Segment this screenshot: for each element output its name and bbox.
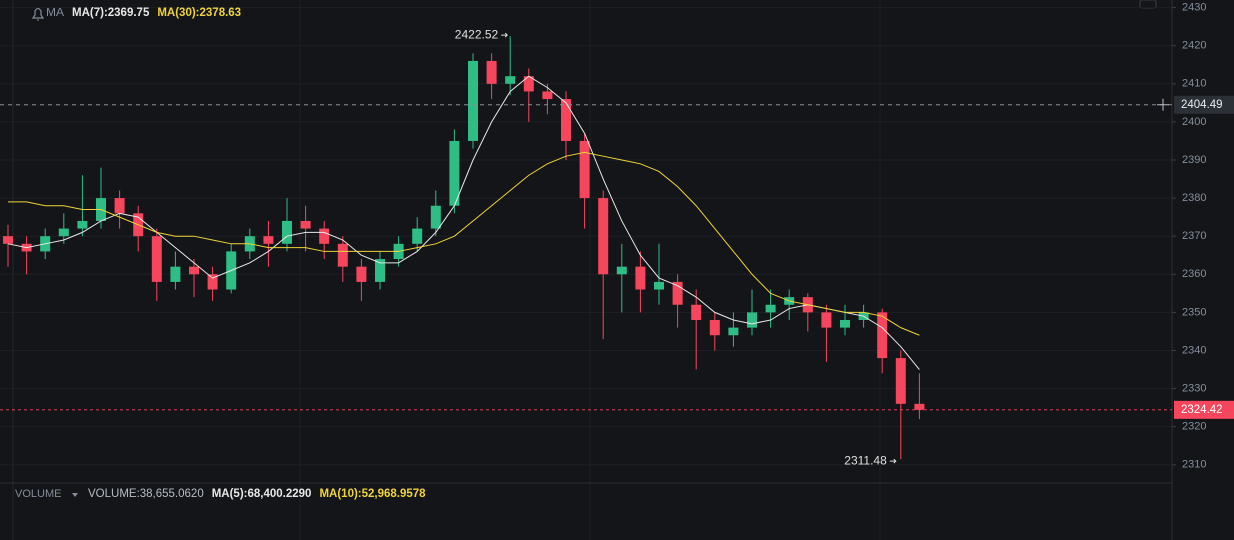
candle-body (709, 320, 720, 336)
arrow (889, 458, 897, 464)
legend-entry: MA(7):2369.75 (72, 7, 150, 19)
candle-body (747, 312, 757, 328)
candle-body (505, 76, 516, 84)
last-price-bg (1174, 400, 1234, 419)
last-price-label: 2324.42 (1181, 404, 1223, 416)
crosshair-plus (1157, 98, 1169, 111)
volume-legend: MA(10):52,968.9578 (319, 488, 426, 500)
y-tick-label: 2430 (1182, 2, 1206, 14)
ma-line (7, 75, 920, 370)
candle-body (598, 198, 609, 275)
y-tick-label: 2390 (1182, 154, 1206, 166)
y-tick-label: 2360 (1182, 268, 1206, 280)
candle-body (728, 327, 739, 336)
y-tick-label: 2370 (1182, 230, 1206, 242)
candle-body (375, 259, 385, 282)
candle-body (449, 140, 460, 206)
low-label: 2311.48 (844, 453, 887, 467)
candle-body (114, 198, 125, 214)
dropdown-icon[interactable] (72, 493, 78, 497)
candle-body (412, 228, 423, 244)
candle-body (542, 91, 553, 100)
y-tick-label: 2340 (1182, 344, 1206, 356)
candle-body (486, 60, 497, 84)
volume-legend: MA(5):68,400.2290 (212, 488, 312, 500)
candle-body (263, 236, 274, 244)
candle-body (691, 304, 702, 320)
candle-body (430, 205, 441, 229)
candle-body (58, 228, 69, 237)
candle-body (765, 304, 776, 313)
indicator-label: MA (46, 5, 64, 19)
candle-body (840, 320, 850, 328)
candle-body (579, 140, 590, 199)
y-tick-label: 2410 (1182, 78, 1206, 90)
candle-body (654, 281, 664, 290)
candle-body (635, 266, 646, 290)
candle-body (337, 243, 348, 267)
candle-body (3, 236, 13, 244)
candle-body (189, 266, 199, 275)
volume-legend: VOLUME:38,655.0620 (88, 488, 204, 500)
grid (12, 0, 881, 540)
candle-body (468, 60, 478, 141)
candle-body (561, 99, 571, 141)
arrow (501, 32, 508, 38)
crosshair-label-bg (1174, 95, 1234, 114)
high-label: 2422.52 (455, 27, 499, 41)
y-tick-label: 2350 (1182, 306, 1206, 318)
bell-icon (31, 7, 45, 21)
candle-body (207, 274, 218, 290)
candle-body (895, 358, 906, 404)
y-tick-label: 2330 (1182, 382, 1206, 394)
candle-body (151, 236, 162, 282)
candle-body (170, 266, 181, 282)
volume-title: VOLUME (15, 488, 61, 500)
crosshair-label: 2404.49 (1181, 99, 1223, 111)
ma-line (8, 151, 920, 336)
y-tick-label: 2420 (1182, 40, 1206, 52)
candle-body (282, 220, 292, 244)
candle-body (672, 281, 683, 305)
candle-body (914, 403, 925, 410)
y-tick-label: 2380 (1182, 192, 1206, 204)
candle-body (356, 266, 367, 282)
candle-body (877, 312, 888, 359)
candle-body (77, 220, 88, 229)
y-tick-label: 2320 (1182, 421, 1206, 433)
candle-body (616, 266, 627, 275)
candle-body (523, 76, 534, 92)
candle-body (821, 312, 832, 328)
candle-body (319, 228, 330, 244)
candle-body (300, 220, 311, 229)
y-tick-label: 2310 (1182, 459, 1206, 471)
legend-entry: MA(30):2378.63 (157, 7, 241, 19)
y-tick-label: 2400 (1182, 116, 1206, 128)
